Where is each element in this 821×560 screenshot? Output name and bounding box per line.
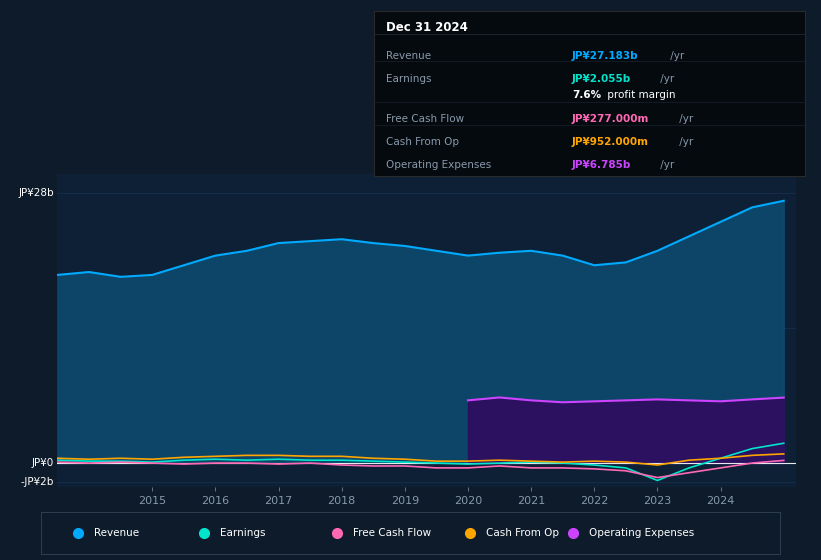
Text: Operating Expenses: Operating Expenses <box>589 529 695 538</box>
Text: profit margin: profit margin <box>604 91 676 100</box>
Text: JP¥6.785b: JP¥6.785b <box>572 160 631 170</box>
Text: JP¥0: JP¥0 <box>31 458 54 468</box>
Text: Revenue: Revenue <box>94 529 140 538</box>
Text: Dec 31 2024: Dec 31 2024 <box>387 21 468 34</box>
Text: Free Cash Flow: Free Cash Flow <box>353 529 431 538</box>
Text: Earnings: Earnings <box>387 74 432 84</box>
Text: /yr: /yr <box>657 74 674 84</box>
Text: JP¥28b: JP¥28b <box>18 188 54 198</box>
Text: Cash From Op: Cash From Op <box>486 529 559 538</box>
Text: Revenue: Revenue <box>387 51 432 61</box>
Text: 7.6%: 7.6% <box>572 91 601 100</box>
Text: Operating Expenses: Operating Expenses <box>387 160 492 170</box>
Text: JP¥27.183b: JP¥27.183b <box>572 51 639 61</box>
Text: /yr: /yr <box>657 160 674 170</box>
Text: /yr: /yr <box>667 51 684 61</box>
Text: Earnings: Earnings <box>220 529 265 538</box>
Text: JP¥277.000m: JP¥277.000m <box>572 114 649 124</box>
Text: /yr: /yr <box>677 114 694 124</box>
Text: /yr: /yr <box>677 137 694 147</box>
Text: JP¥2.055b: JP¥2.055b <box>572 74 631 84</box>
Text: Cash From Op: Cash From Op <box>387 137 460 147</box>
Text: Free Cash Flow: Free Cash Flow <box>387 114 465 124</box>
Text: -JP¥2b: -JP¥2b <box>21 477 54 487</box>
Text: JP¥952.000m: JP¥952.000m <box>572 137 649 147</box>
